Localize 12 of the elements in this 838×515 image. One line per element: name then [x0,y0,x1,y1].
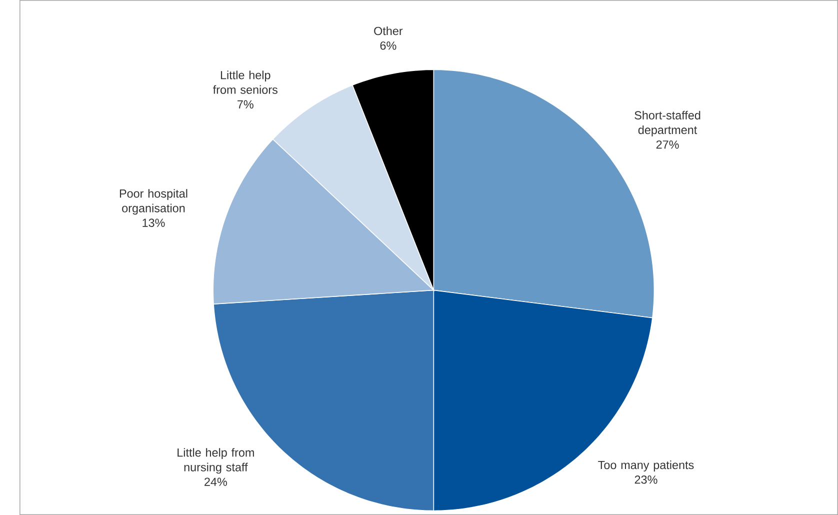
slice-label: Little help from nursing staff [178,448,254,474]
data-label: 6% [380,41,396,50]
data-label: 24% [204,478,227,486]
slice-label: Other [374,26,403,36]
data-label: 23% [634,475,658,484]
data-label: 7% [238,100,254,108]
slice-label: Short-staffed department [634,110,700,136]
slice-label: Too many patients [598,460,694,472]
slice-label: Little help from seniors [213,70,278,94]
data-label: 13% [142,218,165,227]
slice-label: Poor hospital organisation [120,189,188,215]
data-label: 27% [656,140,679,149]
